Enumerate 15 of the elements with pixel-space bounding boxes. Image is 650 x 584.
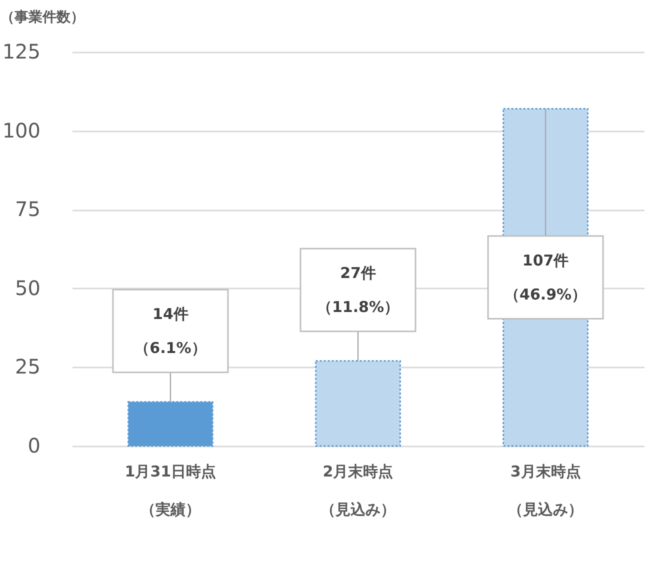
category-label: 1月31日時点（実績） (124, 462, 216, 518)
y-tick-label: 125 (2, 40, 40, 64)
bar (128, 401, 214, 447)
y-tick-label: 25 (15, 354, 40, 379)
y-tick-label: 75 (15, 197, 40, 222)
y-tick-label: 50 (15, 276, 40, 300)
y-axis-title: （事業件数） (0, 10, 84, 26)
data-label: 27件（11.8%） (316, 264, 400, 316)
y-tick-label: 0 (28, 434, 40, 458)
category-label: 2月末時点（見込み） (320, 462, 396, 518)
bar (315, 360, 401, 447)
data-label: 14件（6.1%） (134, 304, 206, 357)
data-label: 107件（46.9%） (504, 251, 587, 304)
category-label: 3月末時点（見込み） (508, 462, 584, 518)
y-tick-label: 100 (2, 118, 40, 142)
